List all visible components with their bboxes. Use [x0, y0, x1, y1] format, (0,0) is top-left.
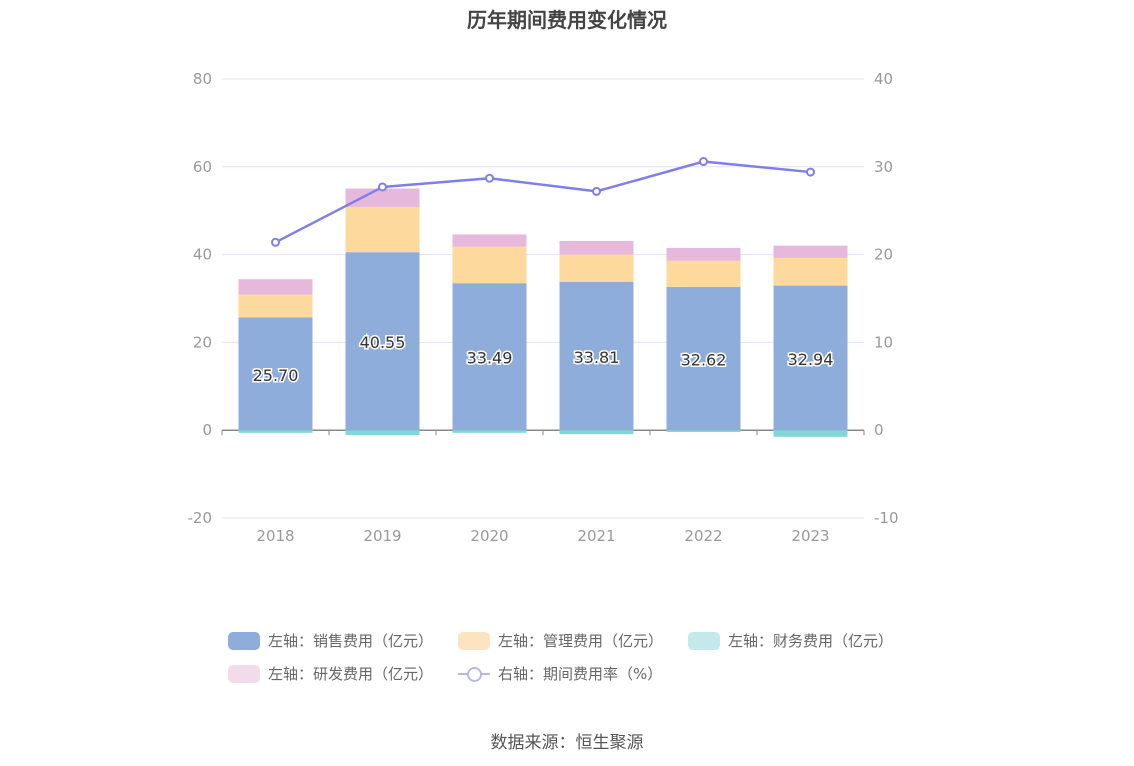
bar-data-label: 33.81: [574, 348, 620, 367]
y-left-tick-label: 40: [193, 246, 212, 264]
y-right-tick-label: -10: [874, 509, 899, 527]
legend-label-rnd: 左轴：研发费用（亿元）: [268, 665, 434, 683]
y-right-tick-label: 10: [874, 333, 893, 351]
bar-segment: [238, 317, 313, 431]
bar-segment: [773, 430, 848, 437]
expense-rate-point: [271, 237, 280, 247]
y-right-tick-label: 0: [874, 421, 884, 439]
legend-item-sales[interactable]: 左轴：销售费用（亿元）: [228, 630, 433, 651]
expense-rate-point: [699, 157, 708, 167]
bar-segment: [452, 234, 527, 247]
x-tick-label: 2021: [577, 527, 615, 545]
bar-segment: [238, 294, 313, 318]
bar-segment: [773, 257, 848, 286]
bar-segment: [345, 252, 420, 431]
bar-segment: [452, 246, 527, 284]
y-right-tick-label: 40: [874, 70, 893, 88]
x-tick-label: 2022: [684, 527, 722, 545]
y-left-tick-label: 20: [193, 333, 212, 351]
legend-label-expense-rate: 右轴：期间费用率（%）: [498, 665, 663, 683]
bar-segment: [559, 240, 634, 255]
bar-segment: [238, 430, 313, 433]
x-tick-label: 2020: [470, 527, 508, 545]
legend-item-expense-rate[interactable]: 右轴：期间费用率（%）: [458, 663, 662, 684]
bar-segment: [452, 283, 527, 431]
bar-segment: [559, 430, 634, 435]
y-left-tick-label: 0: [202, 421, 212, 439]
legend-item-finance[interactable]: 左轴：财务费用（亿元）: [688, 630, 893, 651]
bar-segment: [559, 254, 634, 282]
bar-data-label: 40.55: [360, 333, 406, 352]
data-source: 数据来源：恒生聚源: [490, 733, 644, 753]
bar-segment: [666, 260, 741, 287]
chart-area: 80 60 40 20 0 -20 40 30 20 10 0 -10 2018 2019 2020 2021…: [188, 70, 899, 545]
bar-segment: [666, 286, 741, 431]
x-tick-label: 2018: [256, 527, 294, 545]
expense-rate-point: [378, 182, 387, 192]
x-tick-label: 2023: [791, 527, 829, 545]
bar-segment: [345, 430, 420, 436]
chart-title: 历年期间费用变化情况: [467, 8, 667, 32]
y-left-tick-label: -20: [188, 509, 213, 527]
bar-segment: [666, 247, 741, 261]
bar-segment: [773, 245, 848, 258]
bar-segment: [559, 281, 634, 431]
legend-label-admin: 左轴：管理费用（亿元）: [498, 632, 664, 650]
legend-line-icon: [458, 665, 490, 683]
bar-data-label: 32.94: [788, 350, 834, 369]
expense-rate-point: [806, 167, 815, 177]
bar-segment: [345, 188, 420, 207]
bar-segment: [345, 206, 420, 253]
bar-data-label: 33.49: [467, 349, 513, 368]
legend-swatch-sales: [228, 631, 260, 650]
bar-data-label: 25.70: [253, 366, 299, 385]
bar-data-label: 32.62: [681, 351, 727, 370]
expense-rate-point: [592, 186, 601, 196]
y-right-tick-label: 20: [874, 246, 893, 264]
legend-item-admin[interactable]: 左轴：管理费用（亿元）: [458, 630, 663, 651]
expense-rate-point: [485, 173, 494, 183]
x-tick-label: 2019: [363, 527, 401, 545]
bar-segment: [238, 279, 313, 295]
bar-segment: [452, 430, 527, 433]
bar-segment: [666, 430, 741, 432]
y-left-tick-label: 80: [193, 70, 212, 88]
y-left-tick-label: 60: [193, 158, 212, 176]
legend-swatch-rnd: [228, 664, 260, 683]
bar-segment: [773, 285, 848, 431]
y-right-tick-label: 30: [874, 158, 893, 176]
legend-swatch-admin: [458, 631, 490, 650]
legend-label-sales: 左轴：销售费用（亿元）: [268, 632, 434, 650]
legend-item-rnd[interactable]: 左轴：研发费用（亿元）: [228, 663, 433, 684]
legend-label-finance: 左轴：财务费用（亿元）: [728, 632, 894, 650]
expense-rate-line: [274, 160, 811, 244]
legend-swatch-finance: [688, 631, 720, 650]
